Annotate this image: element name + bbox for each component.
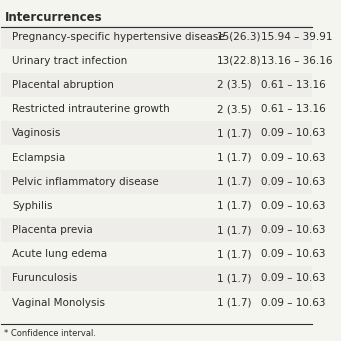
Text: 0.09 – 10.63: 0.09 – 10.63 — [261, 177, 325, 187]
Text: Pregnancy-specific hypertensive disease: Pregnancy-specific hypertensive disease — [12, 32, 225, 42]
Text: 15.94 – 39.91: 15.94 – 39.91 — [261, 32, 332, 42]
Text: 1 (1.7): 1 (1.7) — [217, 177, 252, 187]
Text: Furunculosis: Furunculosis — [12, 273, 77, 283]
FancyBboxPatch shape — [1, 266, 312, 291]
Text: Eclampsia: Eclampsia — [12, 152, 65, 163]
Text: Placental abruption: Placental abruption — [12, 80, 114, 90]
Text: 15(26.3): 15(26.3) — [217, 32, 262, 42]
Text: Pelvic inflammatory disease: Pelvic inflammatory disease — [12, 177, 159, 187]
Text: 0.09 – 10.63: 0.09 – 10.63 — [261, 201, 325, 211]
Text: 1 (1.7): 1 (1.7) — [217, 298, 252, 308]
Text: Syphilis: Syphilis — [12, 201, 53, 211]
Text: 1 (1.7): 1 (1.7) — [217, 225, 252, 235]
Text: 2 (3.5): 2 (3.5) — [217, 104, 252, 114]
Text: 1 (1.7): 1 (1.7) — [217, 128, 252, 138]
Text: 0.09 – 10.63: 0.09 – 10.63 — [261, 273, 325, 283]
Text: 0.61 – 13.16: 0.61 – 13.16 — [261, 104, 325, 114]
FancyBboxPatch shape — [1, 25, 312, 49]
Text: Vaginal Monolysis: Vaginal Monolysis — [12, 298, 105, 308]
FancyBboxPatch shape — [1, 121, 312, 146]
Text: Urinary tract infection: Urinary tract infection — [12, 56, 128, 66]
Text: 0.09 – 10.63: 0.09 – 10.63 — [261, 225, 325, 235]
Text: 0.61 – 13.16: 0.61 – 13.16 — [261, 80, 325, 90]
Text: 0.09 – 10.63: 0.09 – 10.63 — [261, 152, 325, 163]
FancyBboxPatch shape — [1, 169, 312, 194]
Text: 1 (1.7): 1 (1.7) — [217, 201, 252, 211]
Text: 13(22.8): 13(22.8) — [217, 56, 262, 66]
Text: Intercurrences: Intercurrences — [4, 12, 102, 25]
Text: 1 (1.7): 1 (1.7) — [217, 152, 252, 163]
Text: Acute lung edema: Acute lung edema — [12, 249, 107, 259]
FancyBboxPatch shape — [1, 73, 312, 97]
Text: Placenta previa: Placenta previa — [12, 225, 93, 235]
FancyBboxPatch shape — [1, 218, 312, 242]
Text: * Confidence interval.: * Confidence interval. — [4, 329, 97, 338]
Text: 13.16 – 36.16: 13.16 – 36.16 — [261, 56, 332, 66]
Text: Restricted intrauterine growth: Restricted intrauterine growth — [12, 104, 170, 114]
Text: 1 (1.7): 1 (1.7) — [217, 249, 252, 259]
Text: 0.09 – 10.63: 0.09 – 10.63 — [261, 128, 325, 138]
Text: 2 (3.5): 2 (3.5) — [217, 80, 252, 90]
Text: 0.09 – 10.63: 0.09 – 10.63 — [261, 249, 325, 259]
Text: 0.09 – 10.63: 0.09 – 10.63 — [261, 298, 325, 308]
Text: Vaginosis: Vaginosis — [12, 128, 62, 138]
Text: 1 (1.7): 1 (1.7) — [217, 273, 252, 283]
